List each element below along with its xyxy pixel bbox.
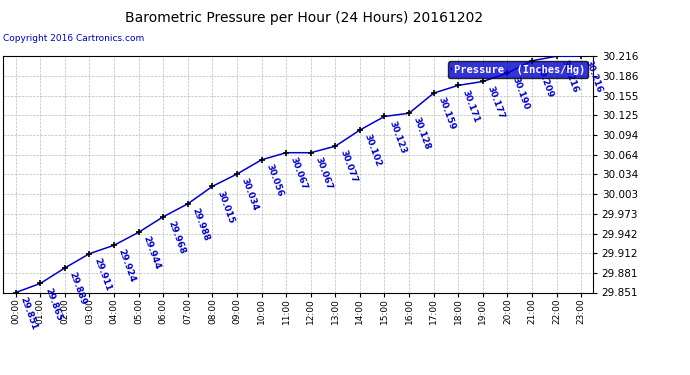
Text: Barometric Pressure per Hour (24 Hours) 20161202: Barometric Pressure per Hour (24 Hours) … [124,11,483,25]
Text: 30.177: 30.177 [486,84,506,120]
Text: 29.889: 29.889 [68,271,88,306]
Text: 30.056: 30.056 [264,163,284,198]
Text: 30.216: 30.216 [584,59,604,94]
Text: 30.128: 30.128 [412,116,432,152]
Text: 29.988: 29.988 [190,207,211,243]
Text: 30.171: 30.171 [461,88,482,124]
Text: 30.216: 30.216 [560,59,580,94]
Text: 29.944: 29.944 [141,235,162,271]
Text: 30.209: 30.209 [535,63,555,99]
Text: 30.159: 30.159 [436,96,457,132]
Legend: Pressure  (Inches/Hg): Pressure (Inches/Hg) [448,62,588,78]
Text: 30.077: 30.077 [338,149,358,184]
Text: Copyright 2016 Cartronics.com: Copyright 2016 Cartronics.com [3,34,145,43]
Text: 30.015: 30.015 [215,189,235,225]
Text: 30.190: 30.190 [510,76,531,111]
Text: 29.968: 29.968 [166,219,186,255]
Text: 30.123: 30.123 [387,119,408,155]
Text: 29.851: 29.851 [19,295,39,331]
Text: 29.865: 29.865 [43,286,63,322]
Text: 30.067: 30.067 [313,156,334,191]
Text: 29.924: 29.924 [117,248,137,284]
Text: 29.911: 29.911 [92,256,112,292]
Text: 30.034: 30.034 [239,177,260,212]
Text: 30.102: 30.102 [363,133,383,168]
Text: 30.067: 30.067 [289,156,309,191]
